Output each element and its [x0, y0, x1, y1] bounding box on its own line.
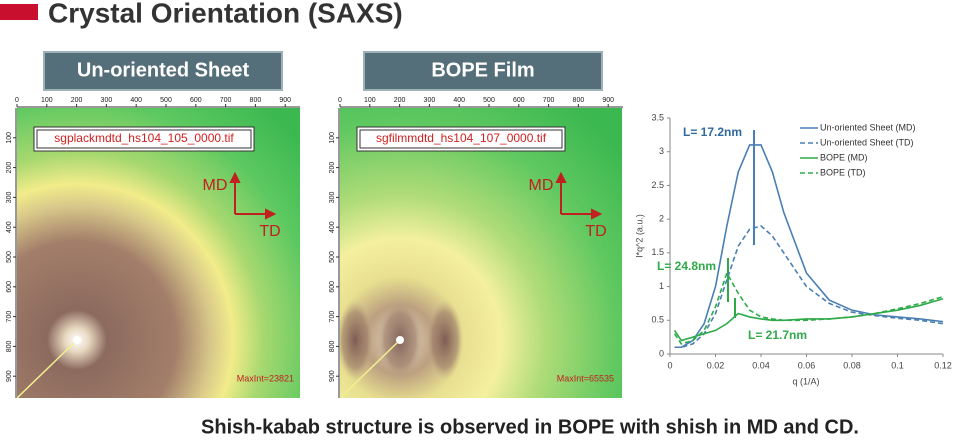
series-line	[674, 144, 944, 349]
y-axis-label: I*q^2 (a.u.)	[634, 214, 644, 258]
y-tick-label: 3	[659, 146, 664, 156]
image-tick-label: 0	[338, 97, 342, 104]
image-tick-label: 600	[6, 281, 13, 293]
md-td-arrows	[229, 171, 603, 220]
legend-label: BOPE (MD)	[820, 152, 868, 162]
td-label: TD	[259, 223, 280, 240]
y-tick-label: 2	[659, 214, 664, 224]
saxs-image	[340, 108, 622, 398]
file-box-inner	[359, 129, 563, 149]
image-tick-label: 900	[329, 370, 336, 382]
image-tick-label: 200	[71, 97, 83, 104]
file-box	[356, 126, 566, 152]
file-name: sgfilmmdtd_hs104_107_0000.tif	[376, 131, 547, 145]
legend-label: BOPE (TD)	[820, 167, 866, 177]
lobe	[427, 300, 463, 380]
annotation: L= 24.8nm	[657, 259, 716, 273]
x-tick-label: 0.04	[752, 360, 770, 370]
image-tick-label: 300	[424, 97, 436, 104]
beam-center	[396, 336, 404, 344]
saxs-image	[17, 108, 300, 398]
image-tick-label: 300	[6, 191, 13, 203]
image-tick-label: 700	[543, 97, 555, 104]
maxint: MaxInt=23821	[237, 373, 294, 383]
image-tick-label: 700	[329, 311, 336, 323]
md-label: MD	[529, 177, 554, 194]
image-tick-label: 500	[160, 97, 172, 104]
y-tick-label: 3.5	[651, 112, 664, 122]
image-tick-label: 800	[329, 340, 336, 352]
image-tick-label: 100	[329, 132, 336, 144]
image-tick-label: 700	[6, 311, 13, 323]
image-tick-label: 500	[483, 97, 495, 104]
title: Crystal Orientation (SAXS)	[48, 0, 403, 28]
image-tick-label: 600	[513, 97, 525, 104]
y-tick-label: 2.5	[651, 180, 664, 190]
maxint: MaxInt=65535	[557, 373, 614, 383]
image-tick-label: 200	[329, 162, 336, 174]
beamstop	[17, 339, 78, 398]
file-box	[33, 126, 255, 152]
series-line	[673, 297, 944, 342]
image-tick-label: 800	[573, 97, 585, 104]
legend-label: Un-oriented Sheet (MD)	[820, 122, 916, 132]
md-label: MD	[203, 177, 228, 194]
beamstop	[340, 339, 401, 398]
image-tick-label: 500	[6, 251, 13, 263]
panel-label-box	[363, 51, 603, 91]
image-tick-label: 200	[6, 162, 13, 174]
image-tick-label: 100	[364, 97, 376, 104]
image-tick-label: 800	[6, 340, 13, 352]
y-tick-label: 1	[659, 281, 664, 291]
x-tick-label: 0	[667, 360, 672, 370]
td-label: TD	[585, 223, 606, 240]
image-tick-label: 300	[329, 191, 336, 203]
image-tick-label: 700	[220, 97, 232, 104]
image-tick-label: 400	[329, 221, 336, 233]
image-tick-label: 600	[190, 97, 202, 104]
image-tick-label: 900	[602, 97, 614, 104]
file-box-inner	[36, 129, 252, 149]
caption: Shish-kabab structure is observed in BOP…	[201, 416, 859, 438]
title-bar	[0, 4, 38, 20]
lobe	[340, 300, 373, 380]
panel-label: BOPE Film	[431, 59, 534, 81]
image-tick-label: 900	[6, 370, 13, 382]
series-line	[674, 224, 944, 349]
y-tick-label: 0.5	[651, 315, 664, 325]
image-tick-label: 900	[279, 97, 291, 104]
beam-center	[73, 336, 81, 344]
annotation: L= 17.2nm	[683, 125, 742, 139]
image-tick-label: 500	[329, 251, 336, 263]
x-tick-label: 0.06	[798, 360, 816, 370]
x-tick-label: 0.08	[843, 360, 861, 370]
panel-label: Un-oriented Sheet	[77, 59, 250, 81]
panel-label-box	[43, 51, 283, 91]
x-tick-label: 0.1	[891, 360, 904, 370]
file-name: sgplackmdtd_hs104_105_0000.tif	[54, 131, 234, 145]
x-tick-label: 0.02	[707, 360, 725, 370]
series-line	[673, 271, 944, 345]
image-tick-label: 300	[101, 97, 113, 104]
image-tick-label: 100	[6, 132, 13, 144]
image-tick-label: 400	[6, 221, 13, 233]
x-tick-label: 0.12	[934, 360, 952, 370]
image-tick-label: 400	[130, 97, 142, 104]
image-tick-label: 800	[250, 97, 262, 104]
annotation: L= 21.7nm	[748, 328, 807, 342]
image-tick-label: 600	[329, 281, 336, 293]
image-bg	[17, 108, 300, 398]
image-tick-label: 200	[394, 97, 406, 104]
image-tick-label: 400	[453, 97, 465, 104]
image-tick-label: 0	[15, 97, 19, 104]
legend-label: Un-oriented Sheet (TD)	[820, 137, 914, 147]
y-tick-label: 1.5	[651, 247, 664, 257]
image-tick-label: 100	[41, 97, 53, 104]
x-axis-label: q (1/A)	[792, 376, 819, 386]
y-tick-label: 0	[659, 348, 664, 358]
